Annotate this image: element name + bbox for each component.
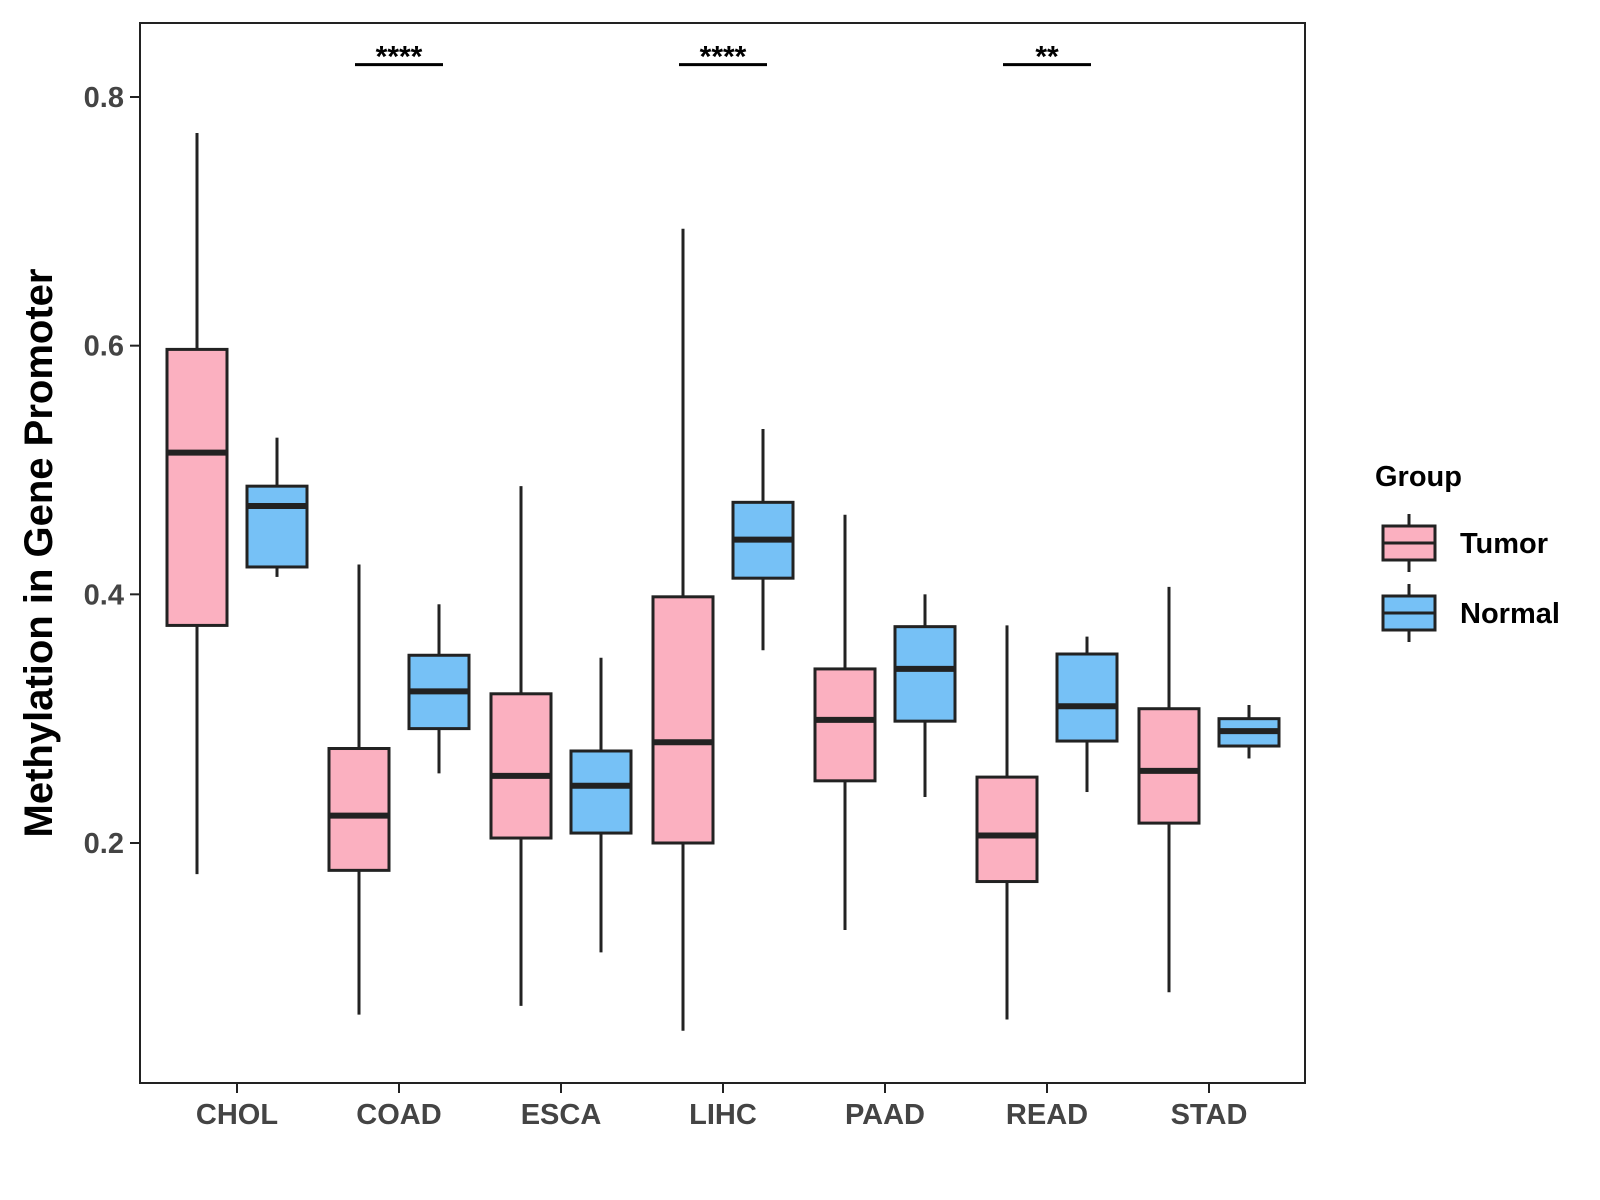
box-iqr: [975, 775, 1039, 884]
box-iqr: [1137, 707, 1201, 825]
x-tick-label: ESCA: [521, 1099, 602, 1131]
box-iqr: [651, 595, 715, 845]
box-normal-coad: [407, 604, 471, 774]
box-iqr: [893, 625, 957, 723]
legend-item-normal: Normal: [1381, 584, 1560, 642]
significance-label: ****: [700, 41, 747, 74]
box-tumor-coad: [327, 564, 391, 1015]
y-tick-label: 0.2: [84, 828, 124, 860]
legend-label: Normal: [1460, 598, 1560, 630]
legend-title: Group: [1375, 461, 1462, 493]
box-normal-paad: [893, 594, 957, 797]
x-axis: CHOL COAD ESCA LIHC PAAD READ STAD: [196, 1083, 1247, 1131]
legend-item-tumor: Tumor: [1381, 514, 1548, 572]
x-tick-label: LIHC: [689, 1099, 757, 1131]
box-iqr: [813, 667, 877, 783]
significance-label: ****: [376, 41, 423, 74]
box-tumor-read: [975, 625, 1039, 1020]
box-normal-read: [1055, 636, 1119, 793]
legend: Group Tumor Normal: [1375, 461, 1560, 642]
box-iqr: [569, 749, 633, 835]
significance-annotations: **** **** **: [355, 41, 1091, 74]
plot-panel: [139, 22, 1306, 1084]
x-tick-label: READ: [1006, 1099, 1088, 1131]
box-normal-chol: [245, 437, 309, 577]
box-tumor-stad: [1137, 586, 1201, 993]
box-tumor-lihc: [651, 228, 715, 1031]
box-iqr: [1055, 652, 1119, 743]
x-tick-label: CHOL: [196, 1099, 278, 1131]
box-normal-lihc: [731, 428, 795, 651]
legend-label: Tumor: [1460, 528, 1548, 560]
box-iqr: [245, 484, 309, 569]
x-tick-label: PAAD: [845, 1099, 925, 1131]
significance-label: **: [1035, 41, 1059, 74]
y-tick-label: 0.4: [84, 579, 124, 611]
box-groups: [165, 133, 1281, 1031]
box-iqr: [327, 747, 391, 872]
y-tick-label: 0.8: [84, 82, 124, 114]
box-iqr: [165, 347, 229, 627]
y-axis-label: Methylation in Gene Promoter: [17, 269, 61, 838]
x-tick-label: COAD: [356, 1099, 441, 1131]
box-tumor-paad: [813, 514, 877, 931]
box-iqr: [489, 692, 553, 840]
y-tick-label: 0.6: [84, 331, 124, 363]
y-axis: 0.2 0.4 0.6 0.8: [84, 82, 140, 860]
box-tumor-esca: [489, 486, 553, 1006]
box-normal-stad: [1217, 704, 1281, 759]
x-tick-label: STAD: [1171, 1099, 1248, 1131]
box-normal-esca: [569, 657, 633, 953]
box-tumor-chol: [165, 133, 229, 875]
